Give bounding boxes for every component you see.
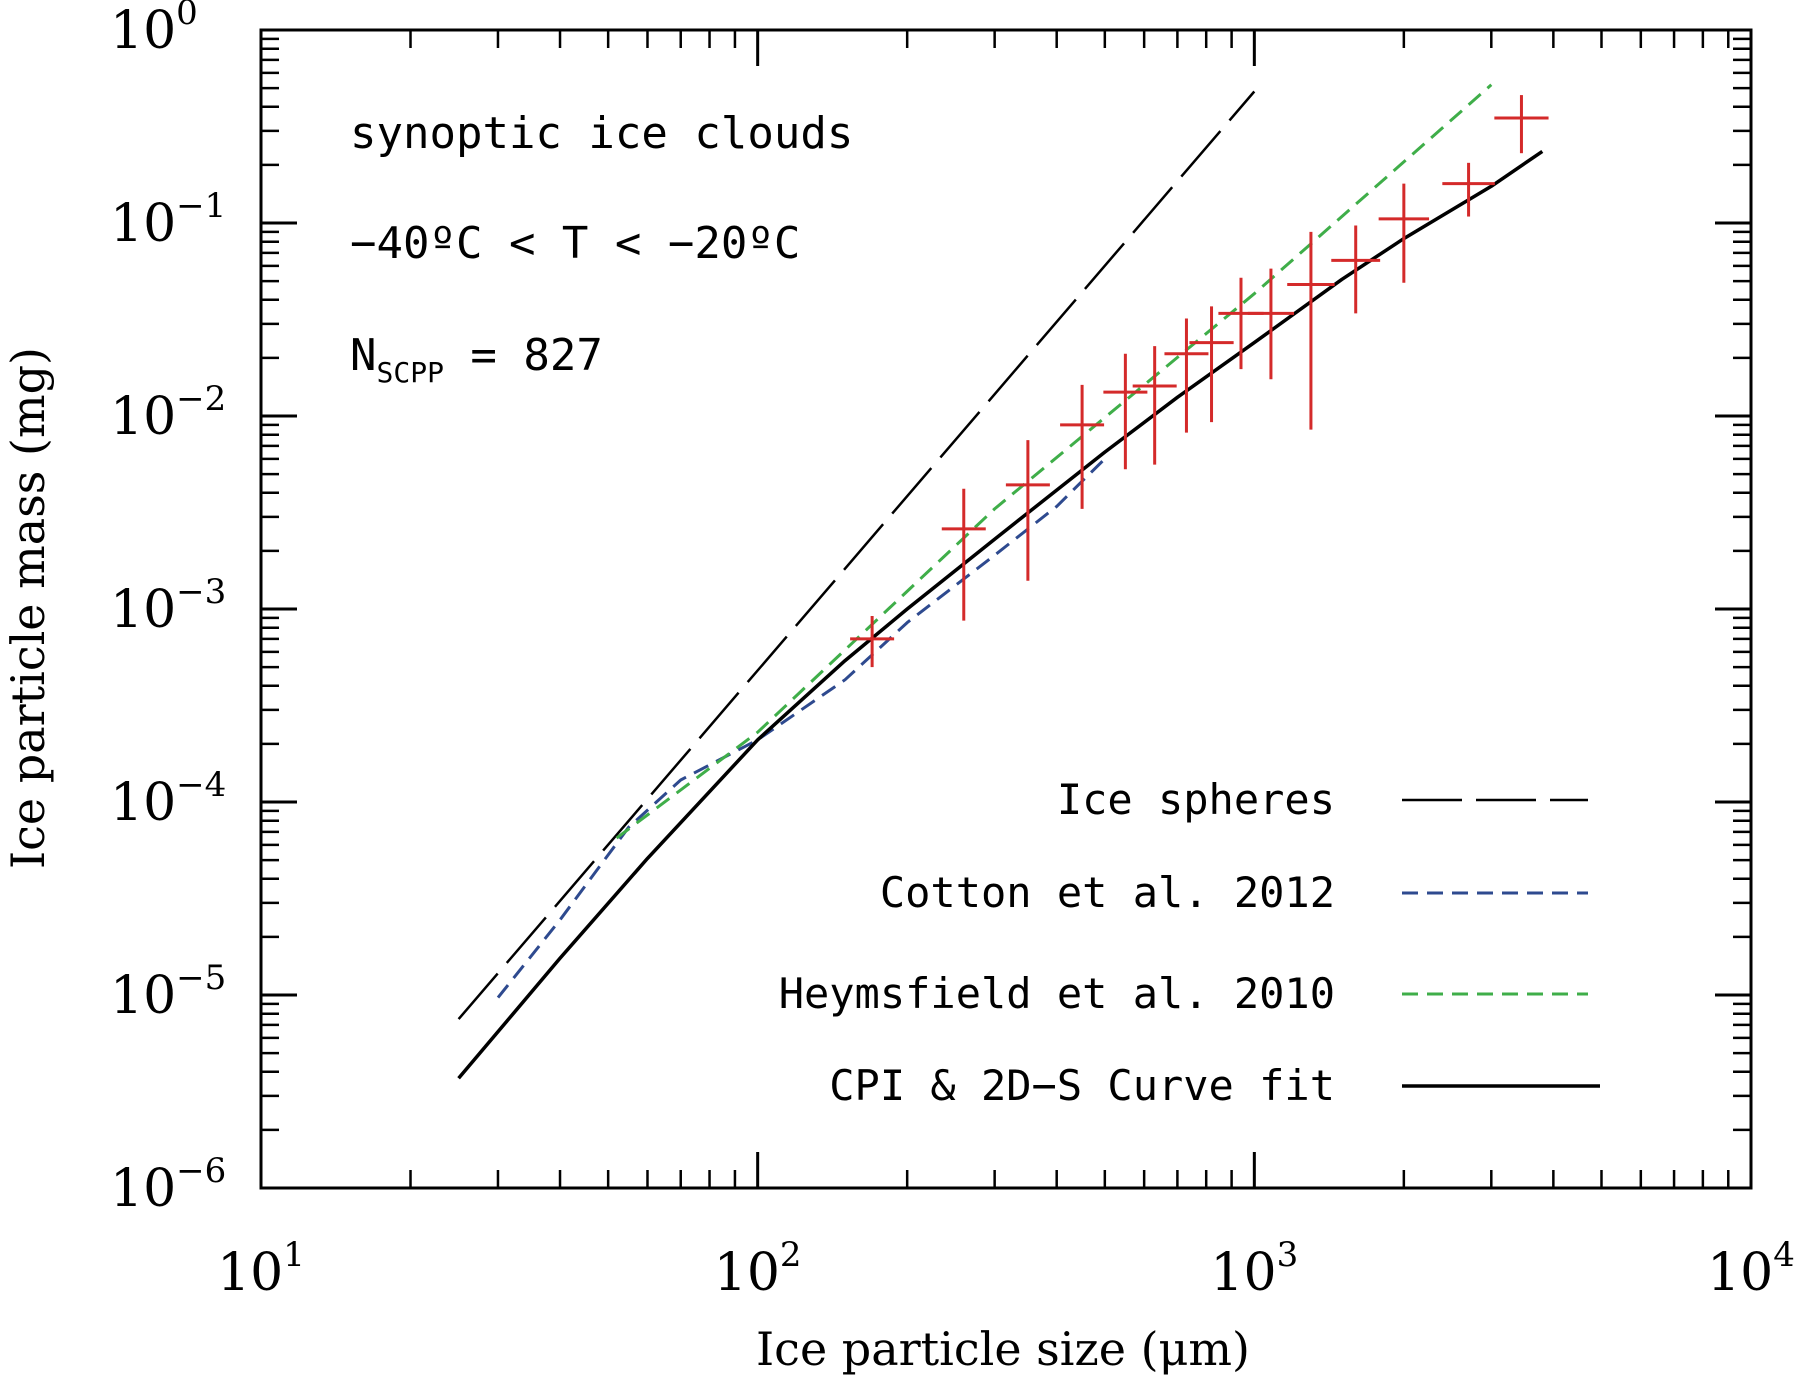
annotation-sample-count: NSCPP = 827 bbox=[350, 330, 603, 389]
measurement-point bbox=[1218, 277, 1264, 370]
measurement-point bbox=[1331, 225, 1381, 314]
annotation-n-value: = 827 bbox=[444, 330, 603, 381]
measurement-points bbox=[850, 95, 1549, 668]
y-tick-label: 10−3 bbox=[110, 572, 226, 640]
x-tick-label: 102 bbox=[714, 1235, 802, 1303]
x-tick-label: 101 bbox=[217, 1235, 305, 1303]
series-line-cotton-et-al-2012 bbox=[496, 457, 1106, 999]
measurement-point bbox=[1189, 306, 1234, 423]
measurement-point bbox=[850, 615, 895, 668]
y-tick-label: 10−5 bbox=[110, 958, 226, 1026]
y-tick-label: 10−2 bbox=[110, 379, 226, 447]
legend: Ice spheres Cotton et al. 2012 Heymsfield … bbox=[779, 775, 1600, 1110]
major-ticks bbox=[259, 28, 1753, 1190]
measurement-point bbox=[941, 488, 986, 621]
y-tick-label: 100 bbox=[110, 0, 198, 61]
series-line-heymsfield-et-al-2010 bbox=[615, 83, 1493, 840]
measurement-point bbox=[1442, 162, 1495, 217]
legend-label-cpi-2d-s-curve-fit: CPI & 2D−S Curve fit bbox=[829, 1061, 1335, 1110]
legend-label-cotton-et-al-2012: Cotton et al. 2012 bbox=[880, 868, 1335, 917]
measurement-point bbox=[1287, 231, 1335, 430]
x-tick-label: 103 bbox=[1210, 1235, 1298, 1303]
y-tick-label: 10−6 bbox=[110, 1151, 226, 1219]
y-tick-label: 10−4 bbox=[110, 765, 226, 833]
measurement-point bbox=[1132, 346, 1177, 465]
annotation-temperature-range: −40ºC < T < −20ºC bbox=[350, 218, 800, 269]
measurement-point bbox=[1378, 183, 1430, 283]
y-axis-label: Ice particle mass (mg) bbox=[1, 347, 55, 869]
y-tick-label: 10−1 bbox=[110, 186, 226, 254]
minor-ticks bbox=[261, 30, 1751, 1188]
legend-label-heymsfield-et-al-2010: Heymsfield et al. 2010 bbox=[779, 969, 1335, 1018]
annotation-n-subscript: SCPP bbox=[377, 356, 444, 389]
annotation-cloud-type: synoptic ice clouds bbox=[350, 108, 853, 159]
x-axis-label: Ice particle size (μm) bbox=[756, 1322, 1250, 1376]
legend-label-ice-spheres: Ice spheres bbox=[1057, 775, 1335, 824]
tick-labels: 101 102 103 104 10−6 10−5 10−4 10−3 10−2 10−1 100 bbox=[110, 0, 1795, 1303]
series-line-ice-spheres bbox=[457, 90, 1256, 1020]
measurement-point bbox=[1164, 318, 1209, 433]
annotation-n-label: N bbox=[350, 330, 377, 381]
measurement-point bbox=[1247, 268, 1295, 380]
measurement-point bbox=[1103, 353, 1148, 470]
x-tick-label: 104 bbox=[1707, 1235, 1795, 1303]
measurement-point bbox=[1494, 95, 1549, 154]
series-lines bbox=[457, 83, 1544, 1080]
measurement-point bbox=[1005, 440, 1050, 581]
series-line-cpi-2d-s-curve-fit bbox=[457, 149, 1544, 1080]
measurement-point bbox=[1060, 384, 1105, 509]
